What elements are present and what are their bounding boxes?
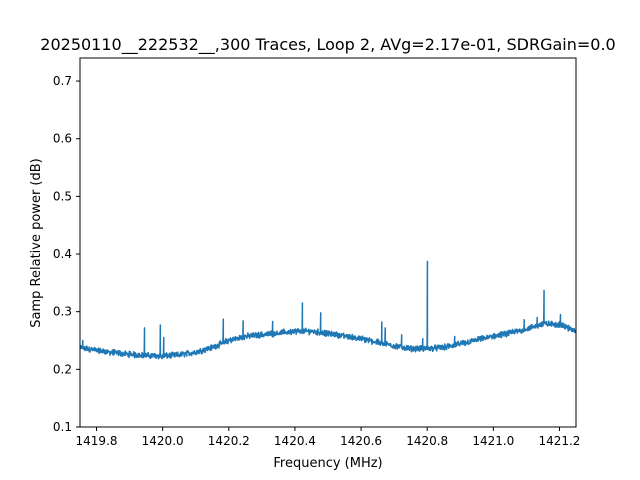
series-line: [80, 260, 576, 360]
x-tick-label: 1420.6: [340, 434, 382, 448]
y-tick-label: 0.1: [53, 420, 72, 434]
x-axis-label: Frequency (MHz): [273, 456, 382, 471]
x-tick-label: 1420.4: [274, 434, 316, 448]
y-tick-label: 0.7: [53, 74, 72, 88]
axes-frame: [79, 57, 577, 428]
y-tick-label: 0.2: [53, 362, 72, 376]
x-tick-label: 1420.0: [142, 434, 184, 448]
y-tick-label: 0.5: [53, 189, 72, 203]
x-tick-label: 1421.0: [472, 434, 514, 448]
plot-background: [80, 58, 576, 427]
x-tick-label: 1421.2: [538, 434, 580, 448]
chart-title: 20250110__222532__,300 Traces, Loop 2, A…: [40, 35, 615, 55]
y-tick-label: 0.4: [53, 247, 72, 261]
x-tick-label: 1420.2: [208, 434, 250, 448]
x-tick-label: 1420.8: [406, 434, 448, 448]
y-axis-label: Samp Relative power (dB): [29, 158, 44, 327]
y-tick-label: 0.3: [53, 305, 72, 319]
plot-area: 1419.8 1420.0 1420.2 1420.4 1420.6 1420.8 1421…: [53, 57, 580, 448]
y-tick-label: 0.6: [53, 132, 72, 146]
x-tick-label: 1419.8: [76, 434, 118, 448]
